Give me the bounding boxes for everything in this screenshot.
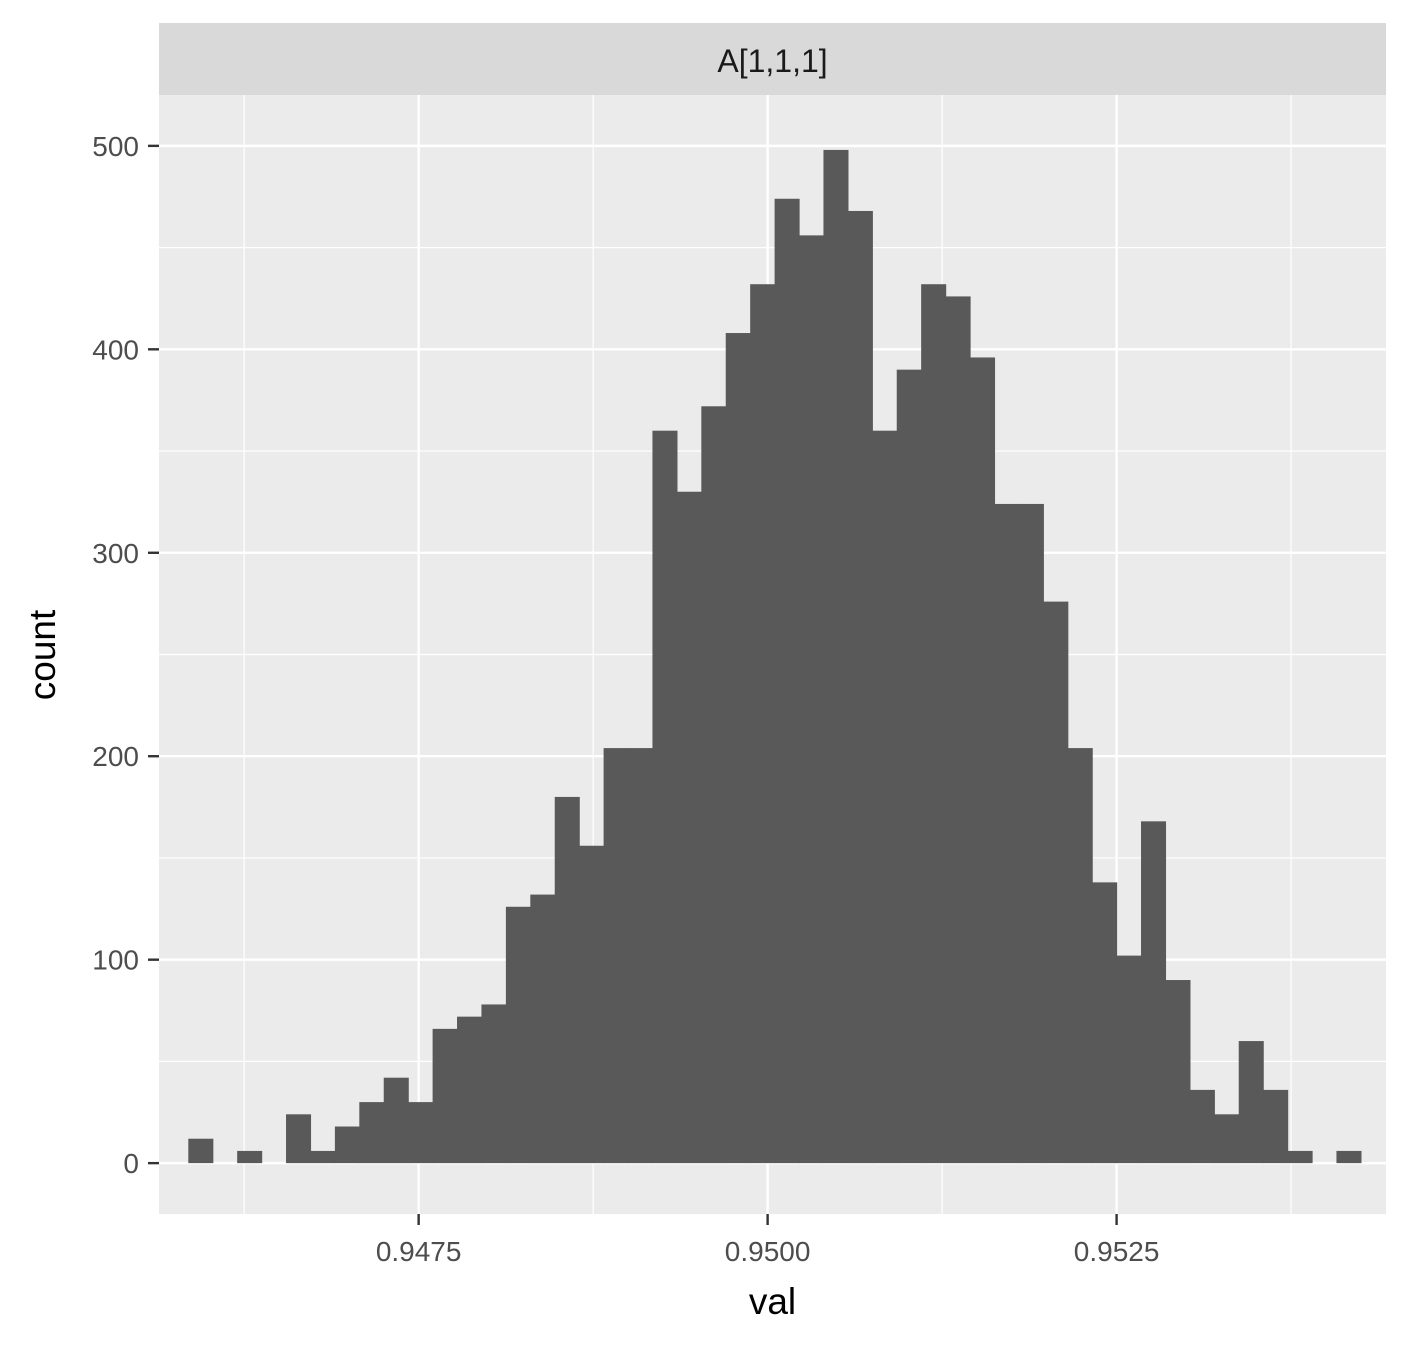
histogram-bar	[847, 210, 873, 1164]
histogram-bar	[530, 894, 556, 1164]
x-tick-label: 0.9475	[376, 1236, 462, 1267]
histogram-bar	[1214, 1114, 1240, 1164]
histogram-bar	[359, 1102, 385, 1164]
facet-strip-label: A[1,1,1]	[717, 43, 827, 79]
histogram-bar	[188, 1138, 214, 1164]
histogram-bar	[1116, 955, 1142, 1164]
strip-background	[159, 23, 1386, 95]
y-tick-label: 500	[92, 131, 139, 162]
histogram-bar	[1263, 1089, 1289, 1164]
histogram-bar	[652, 430, 678, 1164]
histogram-bar	[1189, 1089, 1215, 1164]
histogram-bars	[188, 149, 1362, 1164]
y-tick-label: 300	[92, 538, 139, 569]
x-tick-label: 0.9525	[1074, 1236, 1160, 1267]
histogram-bar	[725, 333, 751, 1164]
y-tick-label: 0	[123, 1148, 139, 1179]
histogram-bar	[432, 1028, 458, 1164]
histogram-bar	[286, 1114, 312, 1164]
histogram-bar	[701, 406, 727, 1164]
histogram-bar	[1018, 503, 1044, 1164]
histogram-bar	[970, 357, 996, 1164]
histogram-bar	[457, 1016, 483, 1164]
histogram-bar	[1092, 882, 1118, 1164]
histogram-bar	[579, 845, 605, 1164]
histogram-bar	[628, 748, 654, 1164]
histogram-bar	[994, 503, 1020, 1164]
histogram-bar	[1141, 821, 1167, 1164]
histogram-bar	[1043, 601, 1069, 1164]
histogram-bar	[676, 491, 702, 1164]
x-axis-title: val	[749, 1281, 796, 1322]
histogram-bar	[896, 369, 922, 1164]
histogram-bar	[1336, 1150, 1362, 1164]
histogram-bar	[310, 1150, 336, 1164]
histogram-bar	[237, 1150, 263, 1164]
y-tick-label: 400	[92, 334, 139, 365]
y-axis-title: count	[22, 609, 63, 700]
histogram-bar	[603, 748, 629, 1164]
histogram-bar	[554, 796, 580, 1164]
histogram-bar	[1287, 1150, 1313, 1164]
y-axis: 0 100 200 300 400 500	[92, 131, 159, 1179]
histogram-bar	[921, 284, 947, 1164]
y-tick-label: 100	[92, 945, 139, 976]
histogram-bar	[1238, 1041, 1264, 1164]
histogram-bar	[481, 1004, 507, 1164]
histogram-bar	[774, 198, 800, 1164]
histogram-bar	[823, 149, 849, 1164]
x-tick-label: 0.9500	[725, 1236, 811, 1267]
histogram-bar	[799, 235, 825, 1164]
histogram-bar	[383, 1077, 409, 1164]
x-axis: 0.9475 0.9500 0.9525	[376, 1214, 1160, 1267]
histogram-bar	[750, 284, 776, 1164]
histogram-bar	[1165, 980, 1191, 1164]
histogram-bar	[505, 906, 531, 1164]
y-tick-label: 200	[92, 741, 139, 772]
histogram-bar	[1067, 748, 1093, 1164]
histogram-bar	[945, 296, 971, 1164]
histogram-bar	[872, 430, 898, 1164]
histogram-bar	[408, 1102, 434, 1164]
histogram-bar	[334, 1126, 360, 1164]
